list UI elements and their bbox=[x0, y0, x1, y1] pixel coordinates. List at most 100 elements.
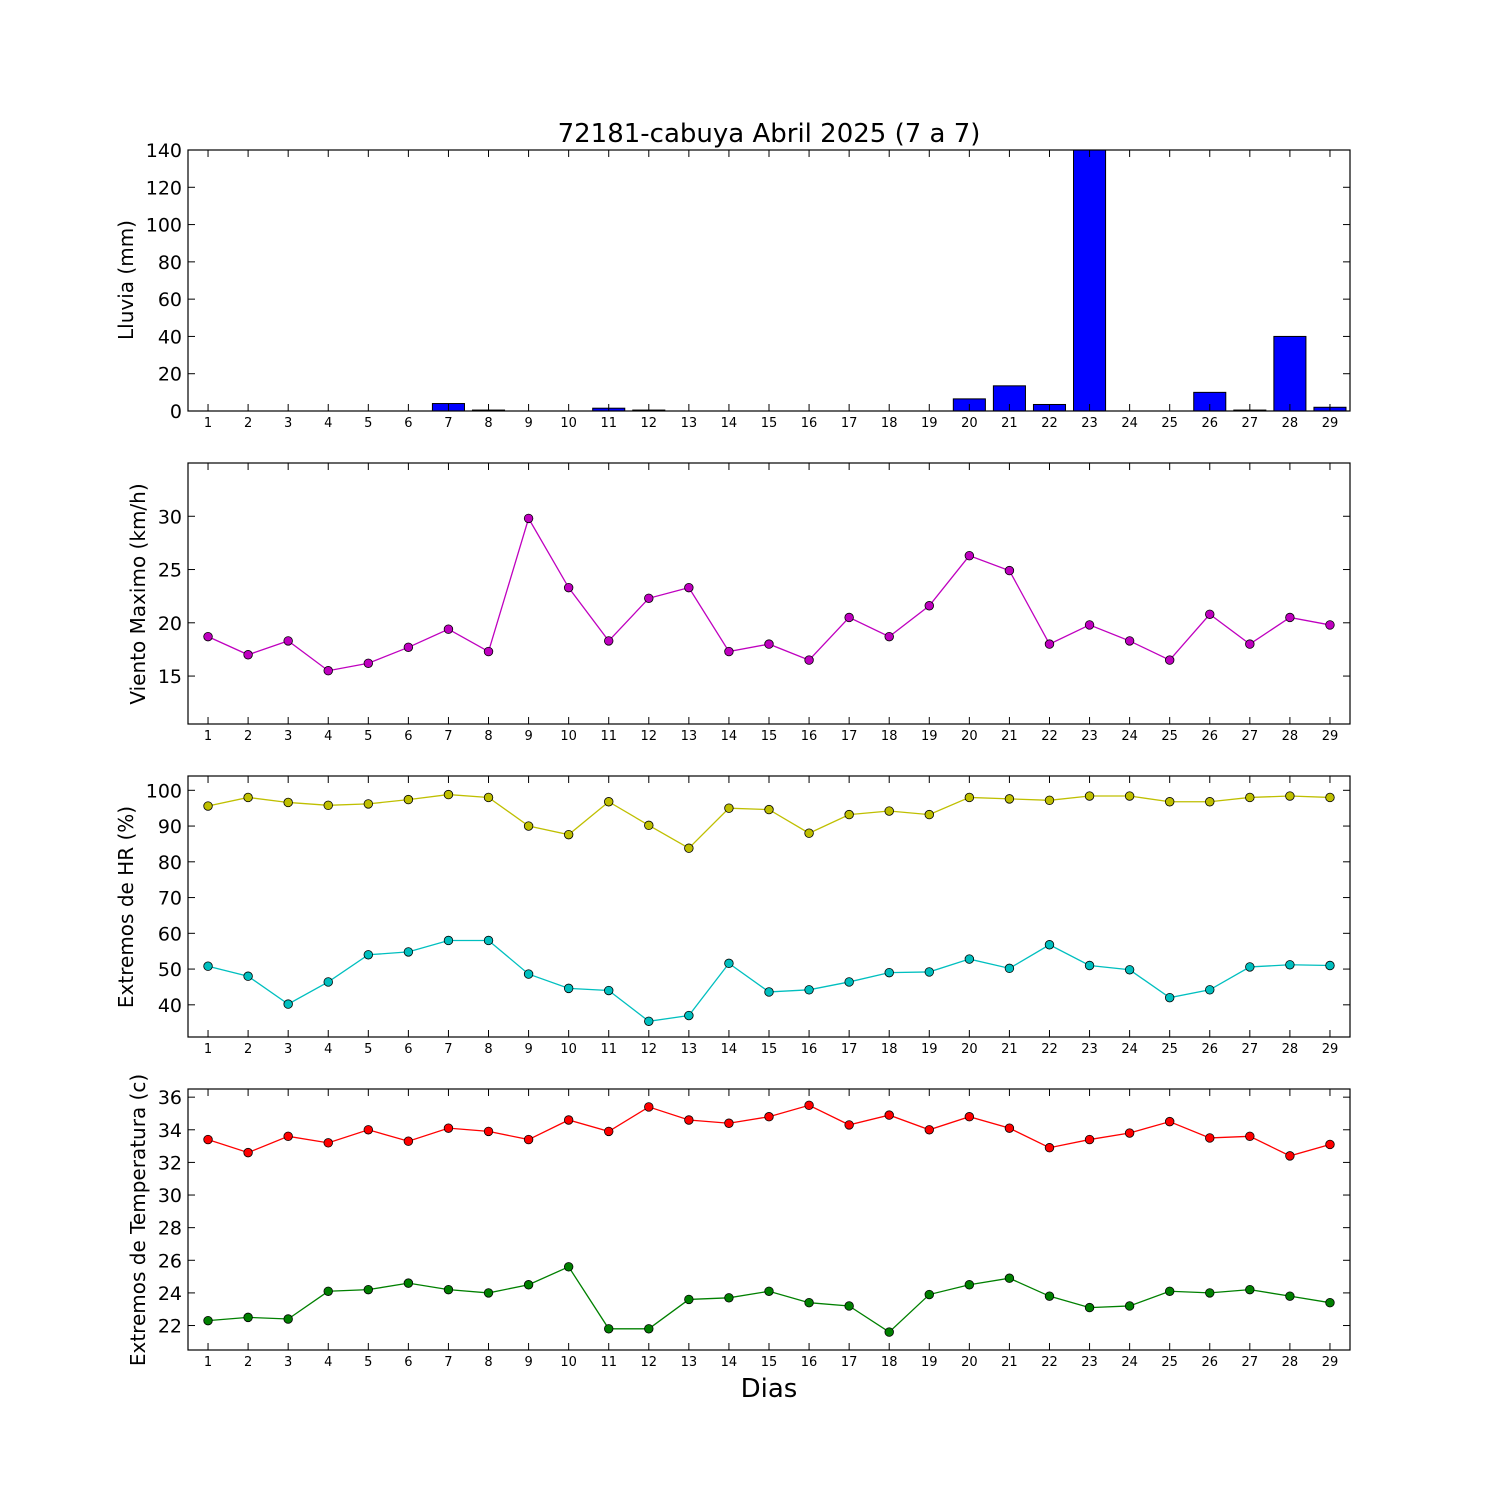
temp-max-point-day-20 bbox=[964, 1112, 975, 1122]
wind-xtick-label: 14 bbox=[721, 729, 738, 744]
temperature-xtick-label: 16 bbox=[801, 1355, 818, 1370]
humidity-xtick-label: 26 bbox=[1201, 1042, 1218, 1057]
temp-max-point-day-5 bbox=[363, 1125, 374, 1135]
temp-max-point-day-22 bbox=[1044, 1143, 1055, 1153]
rain-xtick-label: 28 bbox=[1282, 416, 1299, 431]
wind-ytick-label: 25 bbox=[158, 560, 182, 582]
temperature-ytick-label: 22 bbox=[158, 1316, 182, 1338]
rain-xtick-label: 12 bbox=[641, 416, 658, 431]
temperature-xtick-label: 8 bbox=[484, 1355, 492, 1370]
temperature-xtick-label: 1 bbox=[204, 1355, 212, 1370]
rain-ytick-label: 140 bbox=[146, 140, 182, 162]
temp-min-point-day-3 bbox=[283, 1314, 293, 1324]
hr-min-point-day-15 bbox=[764, 987, 774, 997]
rain-xtick-label: 18 bbox=[881, 416, 898, 431]
temp-min-point-day-10 bbox=[563, 1262, 574, 1272]
temp-min-point-day-12 bbox=[644, 1324, 654, 1334]
temperature-ytick-label: 24 bbox=[158, 1283, 182, 1305]
hr-min-point-day-12 bbox=[644, 1016, 654, 1026]
temperature-ytick-label: 36 bbox=[158, 1087, 182, 1109]
humidity-xtick-label: 6 bbox=[404, 1042, 412, 1057]
rain-xtick-label: 6 bbox=[404, 416, 412, 431]
temp-min-point-day-4 bbox=[323, 1286, 333, 1296]
wind-xtick-label: 19 bbox=[921, 729, 938, 744]
temperature-ytick-label: 26 bbox=[158, 1250, 182, 1272]
humidity-xtick-label: 17 bbox=[841, 1042, 858, 1057]
humidity-xtick-label: 11 bbox=[600, 1042, 617, 1057]
wind-max-point-day-6 bbox=[403, 642, 414, 653]
temp-max-point-day-10 bbox=[563, 1115, 574, 1125]
temp-max-point-day-24 bbox=[1124, 1128, 1135, 1138]
temperature-xtick-label: 21 bbox=[1001, 1355, 1018, 1370]
humidity-xtick-label: 16 bbox=[801, 1042, 818, 1057]
hr-min-point-day-16 bbox=[804, 985, 814, 995]
hr-max-point-day-29 bbox=[1325, 792, 1335, 803]
wind-max-point-day-18 bbox=[884, 631, 894, 642]
rain-xtick-label: 16 bbox=[801, 416, 818, 431]
rain-ytick-label: 60 bbox=[158, 289, 182, 311]
wind-xtick-label: 18 bbox=[881, 729, 898, 744]
wind-ytick-label: 15 bbox=[158, 666, 182, 688]
temperature-xtick-label: 4 bbox=[324, 1355, 332, 1370]
hr-max-point-day-8 bbox=[483, 792, 494, 803]
rain-ylabel: Lluvia (mm) bbox=[114, 220, 138, 340]
rain-xtick-label: 19 bbox=[921, 416, 938, 431]
rain-xtick-label: 15 bbox=[761, 416, 778, 431]
temperature-xtick-label: 27 bbox=[1242, 1355, 1259, 1370]
humidity-xtick-label: 5 bbox=[364, 1042, 372, 1057]
rain-xtick-label: 29 bbox=[1322, 416, 1339, 431]
temp-min-point-day-7 bbox=[443, 1284, 454, 1295]
wind-xtick-label: 7 bbox=[444, 729, 452, 744]
wind-xtick-label: 5 bbox=[364, 729, 372, 744]
temp-min-point-day-2 bbox=[243, 1312, 253, 1323]
hr-max-point-day-28 bbox=[1285, 791, 1295, 801]
wind-xtick-label: 24 bbox=[1121, 729, 1138, 744]
temperature-ytick-label: 34 bbox=[158, 1120, 182, 1142]
wind-max-point-day-17 bbox=[844, 612, 854, 623]
hr-max-point-day-12 bbox=[644, 820, 654, 831]
temp-max-point-day-29 bbox=[1325, 1139, 1335, 1150]
temperature-xtick-label: 7 bbox=[444, 1355, 452, 1370]
wind-max-point-day-9 bbox=[523, 513, 534, 524]
wind-xtick-label: 28 bbox=[1282, 729, 1299, 744]
humidity-xtick-label: 9 bbox=[524, 1042, 532, 1057]
hr-max-point-day-11 bbox=[604, 797, 614, 807]
wind-xtick-label: 27 bbox=[1242, 729, 1259, 744]
wind-max-point-day-29 bbox=[1325, 620, 1335, 630]
humidity-xtick-label: 3 bbox=[284, 1042, 292, 1057]
temp-max-point-day-4 bbox=[323, 1138, 333, 1148]
wind-ytick-label: 20 bbox=[158, 613, 182, 635]
wind-xtick-label: 22 bbox=[1041, 729, 1058, 744]
temp-max-point-day-14 bbox=[724, 1118, 734, 1128]
humidity-xtick-label: 21 bbox=[1001, 1042, 1018, 1057]
temperature-ytick-label: 32 bbox=[158, 1152, 182, 1174]
temperature-xtick-label: 6 bbox=[404, 1355, 412, 1370]
temp-min-point-day-24 bbox=[1124, 1301, 1135, 1311]
temperature-ytick-label: 30 bbox=[158, 1185, 182, 1207]
wind-xtick-label: 20 bbox=[961, 729, 978, 744]
hr-min-point-day-4 bbox=[323, 977, 333, 987]
hr-min-point-day-21 bbox=[1004, 963, 1015, 974]
wind-xtick-label: 26 bbox=[1201, 729, 1218, 744]
hr-min-point-day-5 bbox=[363, 950, 374, 960]
temp-min-point-day-28 bbox=[1285, 1291, 1295, 1301]
rain-xtick-label: 9 bbox=[524, 416, 532, 431]
temperature-xtick-label: 28 bbox=[1282, 1355, 1299, 1370]
temp-max-point-day-23 bbox=[1084, 1134, 1095, 1145]
hr-min-point-day-23 bbox=[1084, 960, 1095, 971]
temp-min-point-day-29 bbox=[1325, 1297, 1335, 1308]
wind-xtick-label: 13 bbox=[681, 729, 698, 744]
temperature-xtick-label: 25 bbox=[1161, 1355, 1178, 1370]
temperature-xtick-label: 24 bbox=[1121, 1355, 1138, 1370]
temperature-xtick-label: 17 bbox=[841, 1355, 858, 1370]
wind-xtick-label: 15 bbox=[761, 729, 778, 744]
temp-min-point-day-1 bbox=[203, 1315, 213, 1326]
hr-max-point-day-20 bbox=[964, 792, 975, 803]
rain-xtick-label: 3 bbox=[284, 416, 292, 431]
rain-bar-day-23 bbox=[1073, 149, 1107, 412]
temp-min-point-day-25 bbox=[1164, 1286, 1175, 1296]
humidity-xtick-label: 28 bbox=[1282, 1042, 1299, 1057]
humidity-xtick-label: 8 bbox=[484, 1042, 492, 1057]
